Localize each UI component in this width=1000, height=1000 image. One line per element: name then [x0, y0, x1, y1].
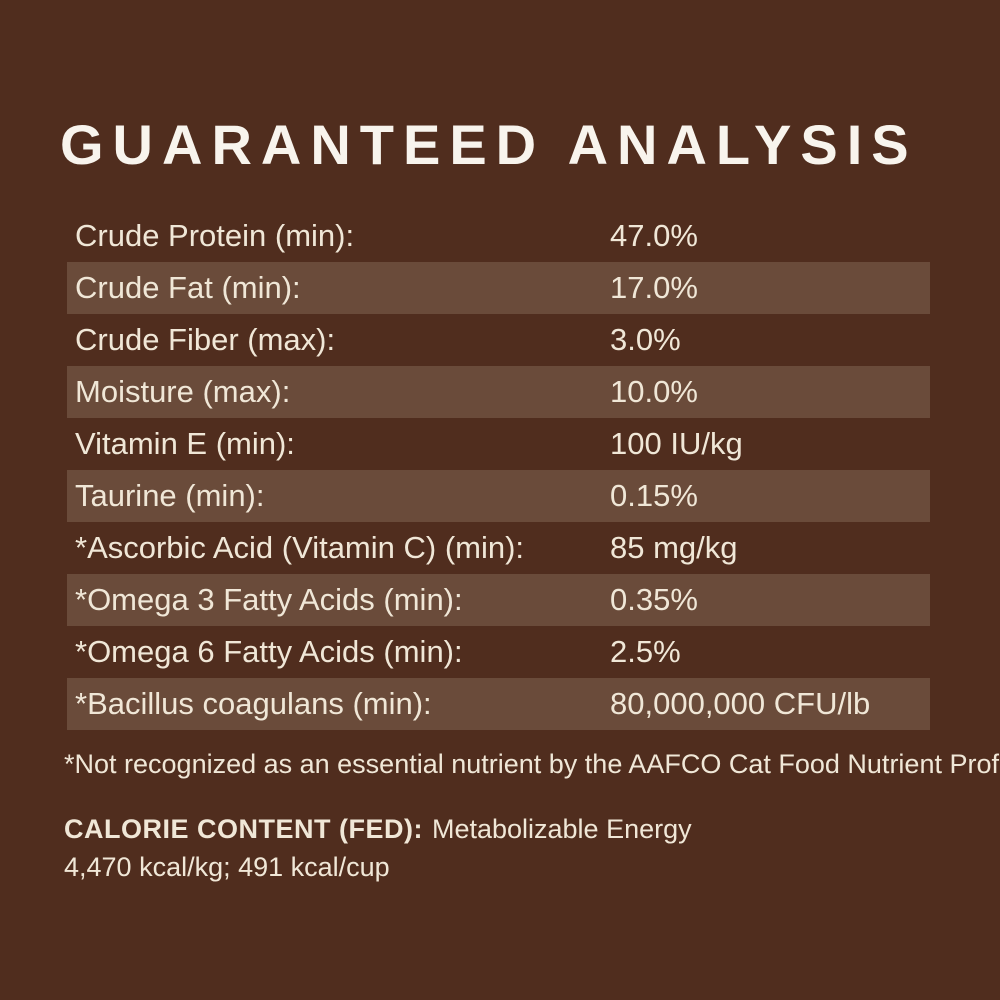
calorie-content-line: CALORIE CONTENT (FED): Metabolizable Ener…: [64, 812, 692, 846]
nutrient-label: Crude Fiber (max):: [75, 322, 336, 357]
nutrient-label: *Omega 6 Fatty Acids (min):: [75, 634, 463, 669]
nutrient-value: 17.0%: [610, 270, 698, 305]
nutrient-label: Crude Protein (min):: [75, 218, 355, 253]
analysis-row-crude-protein: Crude Protein (min): 47.0%: [67, 210, 930, 262]
nutrient-label: Vitamin E (min):: [75, 426, 295, 461]
nutrient-value: 47.0%: [610, 218, 698, 253]
nutrient-label: Moisture (max):: [75, 374, 291, 409]
nutrient-label: Crude Fat (min):: [75, 270, 301, 305]
nutrient-value: 10.0%: [610, 374, 698, 409]
nutrient-value: 100 IU/kg: [610, 426, 743, 461]
analysis-row-omega-6: *Omega 6 Fatty Acids (min): 2.5%: [67, 626, 930, 678]
analysis-row-crude-fiber: Crude Fiber (max): 3.0%: [67, 314, 930, 366]
analysis-row-omega-3: *Omega 3 Fatty Acids (min): 0.35%: [67, 574, 930, 626]
analysis-row-vitamin-e: Vitamin E (min): 100 IU/kg: [67, 418, 930, 470]
calorie-values: 4,470 kcal/kg; 491 kcal/cup: [64, 852, 390, 882]
analysis-row-moisture: Moisture (max): 10.0%: [67, 366, 930, 418]
aafco-footnote: *Not recognized as an essential nutrient…: [64, 749, 1000, 779]
nutrient-value: 0.15%: [610, 478, 698, 513]
analysis-row-crude-fat: Crude Fat (min): 17.0%: [67, 262, 930, 314]
analysis-row-bacillus-coagulans: *Bacillus coagulans (min): 80,000,000 CF…: [67, 678, 930, 730]
page-title: GUARANTEED ANALYSIS: [60, 113, 918, 176]
nutrient-value: 0.35%: [610, 582, 698, 617]
calorie-content-description: Metabolizable Energy: [431, 814, 692, 844]
nutrient-value: 2.5%: [610, 634, 681, 669]
nutrient-label: *Bacillus coagulans (min):: [75, 686, 432, 721]
nutrient-label: Taurine (min):: [75, 478, 265, 513]
analysis-row-ascorbic-acid: *Ascorbic Acid (Vitamin C) (min): 85 mg/…: [67, 522, 930, 574]
calorie-content-heading: CALORIE CONTENT (FED):: [64, 814, 423, 844]
nutrient-value: 3.0%: [610, 322, 681, 357]
analysis-row-taurine: Taurine (min): 0.15%: [67, 470, 930, 522]
nutrient-value: 85 mg/kg: [610, 530, 738, 565]
nutrient-label: *Ascorbic Acid (Vitamin C) (min):: [75, 530, 525, 565]
analysis-table: Crude Protein (min): 47.0% Crude Fat (mi…: [67, 210, 930, 730]
nutrient-label: *Omega 3 Fatty Acids (min):: [75, 582, 463, 617]
nutrient-value: 80,000,000 CFU/lb: [610, 686, 871, 721]
